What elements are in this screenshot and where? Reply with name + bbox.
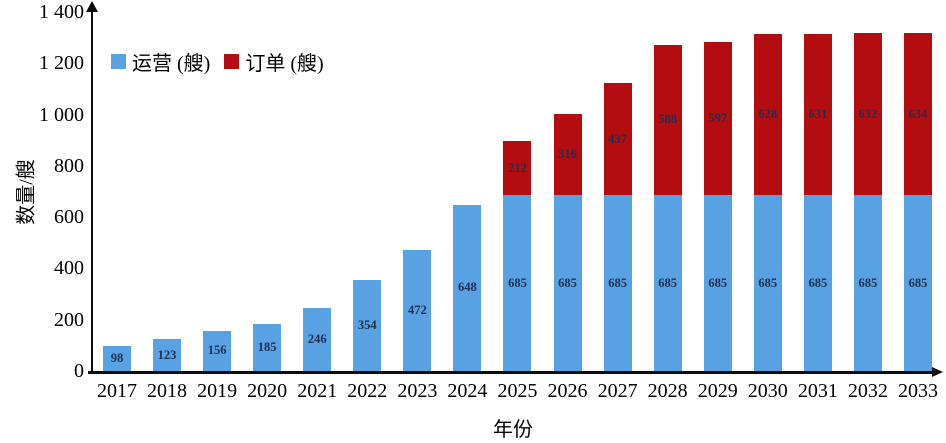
bar-value-label-orders: 632 xyxy=(858,106,878,121)
bar-segment-orders xyxy=(853,33,882,196)
legend-item-operating: 运营 (艘) xyxy=(111,47,210,76)
bar-segment-orders xyxy=(553,114,582,196)
bar-value-label-orders: 588 xyxy=(658,112,678,127)
x-tick-label: 2019 xyxy=(197,380,238,402)
bar-value-label-orders: 628 xyxy=(758,107,778,122)
x-tick-label: 2027 xyxy=(597,380,638,402)
bar-value-label-operating: 354 xyxy=(357,318,377,333)
bar-value-label-operating: 685 xyxy=(808,275,828,290)
bar-value-label-orders: 437 xyxy=(608,131,627,146)
bar-value-label-operating: 685 xyxy=(508,275,527,290)
x-tick-label: 2026 xyxy=(547,380,588,402)
bar-value-label-operating: 685 xyxy=(658,275,678,290)
bar-segment-orders xyxy=(803,33,832,196)
bar-value-label-operating: 648 xyxy=(458,280,477,295)
bar-value-label-operating: 98 xyxy=(110,350,124,365)
bar-value-label-operating: 123 xyxy=(157,347,177,362)
bar-value-label-orders: 597 xyxy=(708,111,728,126)
bar-segment-operating xyxy=(803,195,832,371)
legend-label: 订单 (艘) xyxy=(245,53,324,75)
legend: 运营 (艘) 订单 (艘) xyxy=(111,47,324,76)
x-axis-title: 年份 xyxy=(493,419,533,441)
bar-segment-operating xyxy=(303,307,332,371)
bar-segment-operating xyxy=(203,330,232,371)
bar-segment-operating xyxy=(853,195,882,371)
bar-value-label-orders: 316 xyxy=(558,147,577,162)
bar-segment-operating xyxy=(903,195,932,371)
y-tick-label: 1 400 xyxy=(39,1,84,23)
bar-segment-orders xyxy=(753,34,782,196)
x-tick-label: 2031 xyxy=(797,380,838,402)
x-tick-label: 2021 xyxy=(297,380,338,402)
bar-segment-orders xyxy=(903,32,932,196)
bar-value-label-operating: 685 xyxy=(558,275,577,290)
x-tick-label: 2022 xyxy=(347,380,388,402)
x-tick-label: 2023 xyxy=(397,380,438,402)
bar-segment-operating xyxy=(353,280,382,371)
bar-segment-operating xyxy=(153,339,182,371)
bar-value-label-operating: 685 xyxy=(858,275,878,290)
bar-value-label-operating: 685 xyxy=(608,275,627,290)
bar-value-label-operating: 472 xyxy=(407,302,427,317)
bar-segment-orders xyxy=(703,42,732,196)
bar-value-label-orders: 212 xyxy=(508,160,527,175)
x-tick-label: 2030 xyxy=(747,380,788,402)
x-tick-label: 2028 xyxy=(647,380,688,402)
x-tick-label: 2033 xyxy=(897,380,938,402)
bar-segment-operating xyxy=(653,195,682,371)
bar-segment-operating xyxy=(753,195,782,371)
y-tick-label: 800 xyxy=(54,154,84,177)
bar-value-label-orders: 631 xyxy=(808,106,828,121)
bar-value-label-operating: 685 xyxy=(908,275,928,290)
bar-value-label-operating: 685 xyxy=(758,275,778,290)
legend-label: 运营 (艘) xyxy=(132,53,211,75)
legend-swatch-icon xyxy=(224,54,240,69)
x-tick-label: 2018 xyxy=(147,380,188,402)
bar-value-label-operating: 246 xyxy=(307,331,327,346)
y-tick-label: 1 200 xyxy=(39,52,84,75)
x-axis-arrow-icon xyxy=(932,367,943,377)
x-tick-label: 2029 xyxy=(697,380,738,402)
y-tick-label: 600 xyxy=(54,206,84,229)
bar-value-label-operating: 156 xyxy=(207,343,227,358)
y-tick-label: 1 000 xyxy=(39,103,84,126)
bar-segment-operating xyxy=(703,195,732,371)
bar-segment-operating xyxy=(403,249,432,371)
x-tick-label: 2024 xyxy=(447,380,488,402)
bar-segment-orders xyxy=(603,83,632,196)
y-axis-line xyxy=(91,10,93,374)
x-tick-label: 2020 xyxy=(247,380,288,402)
y-tick-label: 0 xyxy=(74,360,84,382)
y-axis-arrow-icon xyxy=(86,1,98,12)
bar-value-label-operating: 685 xyxy=(708,275,728,290)
bar-segment-operating xyxy=(553,195,582,371)
bar-value-label-operating: 185 xyxy=(257,339,277,354)
bar-segment-orders xyxy=(503,140,532,196)
legend-item-orders: 订单 (艘) xyxy=(224,47,324,76)
bar-segment-orders xyxy=(653,44,682,196)
x-tick-label: 2032 xyxy=(847,380,888,402)
bar-segment-operating xyxy=(253,323,282,371)
bar-segment-operating xyxy=(103,345,131,371)
x-axis-line xyxy=(88,371,934,374)
y-tick-label: 200 xyxy=(54,308,84,331)
x-tick-label: 2017 xyxy=(97,380,137,402)
bar-segment-operating xyxy=(603,195,632,371)
bar-segment-operating xyxy=(453,204,482,371)
bar-value-label-orders: 634 xyxy=(908,106,928,121)
legend-swatch-icon xyxy=(111,54,126,69)
x-tick-label: 2025 xyxy=(497,380,538,402)
y-tick-label: 400 xyxy=(54,257,84,280)
bar-segment-operating xyxy=(503,195,532,371)
